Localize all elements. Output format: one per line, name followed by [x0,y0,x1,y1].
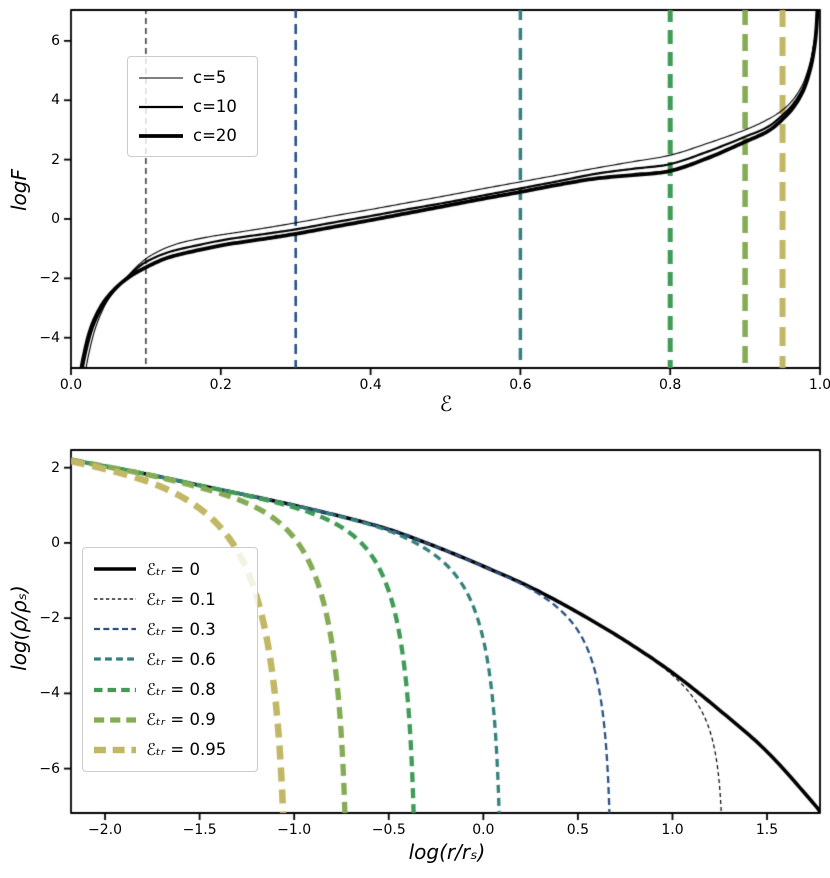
top-panel-x-tick-label: 0.4 [359,377,382,393]
legend-line-swatch [94,746,136,754]
bottom-panel-x-tick-label: 1.0 [661,822,684,838]
legend-line-swatch [139,105,183,108]
script-e-symbol: ℰₜᵣ [146,559,166,579]
legend-item-label: c=20 [193,126,237,145]
bottom-panel-x-tick-label: 0.5 [566,822,590,838]
legend-top: c=5 c=10 c=20 [127,56,258,157]
legend-item-label: ℰₜᵣ = 0.3 [146,619,216,639]
bottom-panel-x-tick-label: 0.0 [472,822,495,838]
legend-item-label: ℰₜᵣ = 0.1 [146,589,216,609]
top-panel-x-tick-label: 0.6 [509,377,532,393]
legend-item-label: ℰₜᵣ = 0 [146,559,200,579]
legend-item: c=10 [138,97,247,116]
legend-item-label: ℰₜᵣ = 0.95 [146,740,227,760]
legend-item: ℰₜᵣ = 0.3 [93,620,247,639]
script-e-symbol: ℰₜᵣ [146,649,166,669]
legend-bottom: ℰₜᵣ = 0 ℰₜᵣ = 0.1 ℰₜᵣ = 0.3 ℰₜᵣ = 0.6 ℰₜᵣ = … [82,547,258,772]
bottom-panel-x-tick-label: −1.0 [277,822,312,838]
bottom-panel-y-tick-label: 0 [51,534,60,551]
script-e-symbol: ℰₜᵣ [146,680,166,700]
legend-item: ℰₜᵣ = 0.6 [93,650,247,669]
legend-line-swatch [94,657,136,662]
top-panel-x-tick-label: 0.0 [59,377,83,393]
bottom-panel-x-tick-label: −0.5 [371,822,406,838]
top-panel-x-tick-label: 1.0 [808,377,830,393]
legend-item-label: ℰₜᵣ = 0.6 [146,649,216,669]
legend-line-swatch [94,567,136,571]
legend-item: ℰₜᵣ = 0.8 [93,680,247,699]
bottom-panel-y-tick-label: −6 [39,760,60,777]
bottom-y-axis-label: log(ρ/ρₛ) [7,585,31,671]
script-e-symbol: ℰₜᵣ [146,710,166,730]
top-panel-y-tick-label: −2 [39,270,60,287]
legend-item: ℰₜᵣ = 0.1 [93,590,247,609]
top-panel-y-tick-label: 6 [51,32,60,49]
legend-line-swatch [139,76,183,79]
bottom-panel-x-tick-label: −1.5 [182,822,217,838]
legend-line-swatch [139,133,183,138]
bottom-panel-x-tick-label: 1.5 [755,822,779,838]
top-panel-y-tick-label: −4 [39,329,60,346]
bottom-panel-x-tick-label: −2.0 [88,822,123,838]
top-x-axis-label: ℰ [439,392,453,416]
legend-item: ℰₜᵣ = 0.9 [93,710,247,729]
legend-item: c=5 [138,68,247,87]
legend-item-label: ℰₜᵣ = 0.8 [146,680,216,700]
top-panel-y-tick-label: 2 [51,151,60,168]
legend-line-swatch [94,598,136,600]
legend-item-label: ℰₜᵣ = 0.9 [146,710,216,730]
legend-item: ℰₜᵣ = 0 [93,560,247,579]
legend-line-swatch [94,717,136,723]
legend-item: ℰₜᵣ = 0.95 [93,740,247,759]
bottom-panel-y-tick-label: 2 [51,459,60,476]
legend-line-swatch [94,687,136,692]
script-e-symbol: ℰₜᵣ [146,740,166,760]
top-panel-y-tick-label: 4 [51,92,60,109]
bottom-panel-y-tick-label: −4 [39,685,60,702]
top-panel-y-tick-label: 0 [51,210,60,227]
top-y-axis-label: logF [7,169,31,211]
bottom-x-axis-label: log(r/rₛ) [408,840,486,864]
script-e-symbol: ℰₜᵣ [146,589,166,609]
legend-item-label: c=10 [193,97,237,116]
script-e-symbol: ℰₜᵣ [146,619,166,639]
legend-item-label: c=5 [193,68,227,87]
top-panel-x-tick-label: 0.2 [209,377,232,393]
bottom-panel-y-tick-label: −2 [39,610,60,627]
top-panel-x-tick-label: 0.8 [659,377,682,393]
legend-item: c=20 [138,126,247,145]
legend-line-swatch [94,628,136,631]
